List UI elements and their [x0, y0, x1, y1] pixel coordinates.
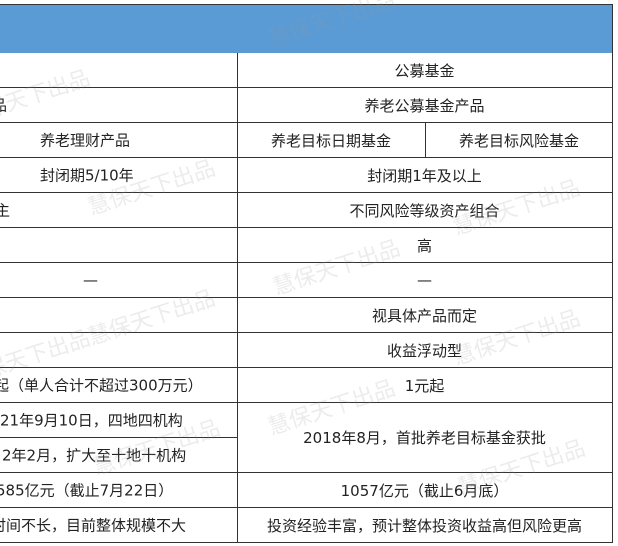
- left-cell-text: 时间不长，目前整体规模不大: [0, 516, 187, 535]
- right-cell: 封闭期1年及以上: [237, 158, 613, 193]
- left-cell: 主: [0, 193, 238, 228]
- right-cell: 高: [237, 228, 613, 263]
- right-cell: 1元起: [237, 368, 613, 403]
- left-cell-text: 起（单人合计不超过300万元）: [0, 376, 203, 395]
- left-cell: 2年2月，扩大至十地十机构: [0, 438, 238, 473]
- left-cell: 21年9月10日，四地四机构: [0, 403, 238, 438]
- left-cell: 品: [0, 88, 238, 123]
- left-cell: [0, 53, 238, 88]
- left-cell-text: 养老理财产品: [40, 131, 131, 150]
- table-header-band: [0, 4, 613, 53]
- left-cell: [0, 333, 238, 368]
- left-cell: 封闭期5/10年: [0, 158, 238, 193]
- right-cell: 养老目标日期基金: [237, 123, 426, 158]
- left-cell-text: —: [83, 271, 98, 289]
- right-cell: 投资经验丰富，预计整体投资收益高但风险更高: [237, 508, 613, 543]
- left-cell: 时间不长，目前整体规模不大: [0, 508, 238, 543]
- left-cell-text: 主: [0, 200, 10, 221]
- right-cell: 1057亿元（截止6月底）: [237, 473, 613, 508]
- left-cell-text: 585亿元（截止7月22日）: [0, 481, 174, 500]
- right-cell: 养老公募基金产品: [237, 88, 613, 123]
- right-cell: 不同风险等级资产组合: [237, 193, 613, 228]
- right-cell: 视具体产品而定: [237, 298, 613, 333]
- left-cell-text: 封闭期5/10年: [40, 166, 134, 185]
- right-cell: 养老目标风险基金: [426, 123, 613, 158]
- left-cell-text: 2年2月，扩大至十地十机构: [2, 446, 187, 465]
- left-cell-text: 21年9月10日，四地四机构: [0, 411, 183, 430]
- left-cell: —: [0, 263, 238, 298]
- left-cell: 养老理财产品: [0, 123, 238, 158]
- right-cell: 2018年8月，首批养老目标基金获批: [237, 403, 613, 473]
- left-cell: 585亿元（截止7月22日）: [0, 473, 238, 508]
- right-cell: 公募基金: [237, 53, 613, 88]
- left-cell-text: 品: [0, 95, 7, 116]
- right-cell: 收益浮动型: [237, 333, 613, 368]
- right-cell: —: [237, 263, 613, 298]
- left-cell: [0, 228, 238, 263]
- left-cell: 起（单人合计不超过300万元）: [0, 368, 238, 403]
- left-cell: [0, 298, 238, 333]
